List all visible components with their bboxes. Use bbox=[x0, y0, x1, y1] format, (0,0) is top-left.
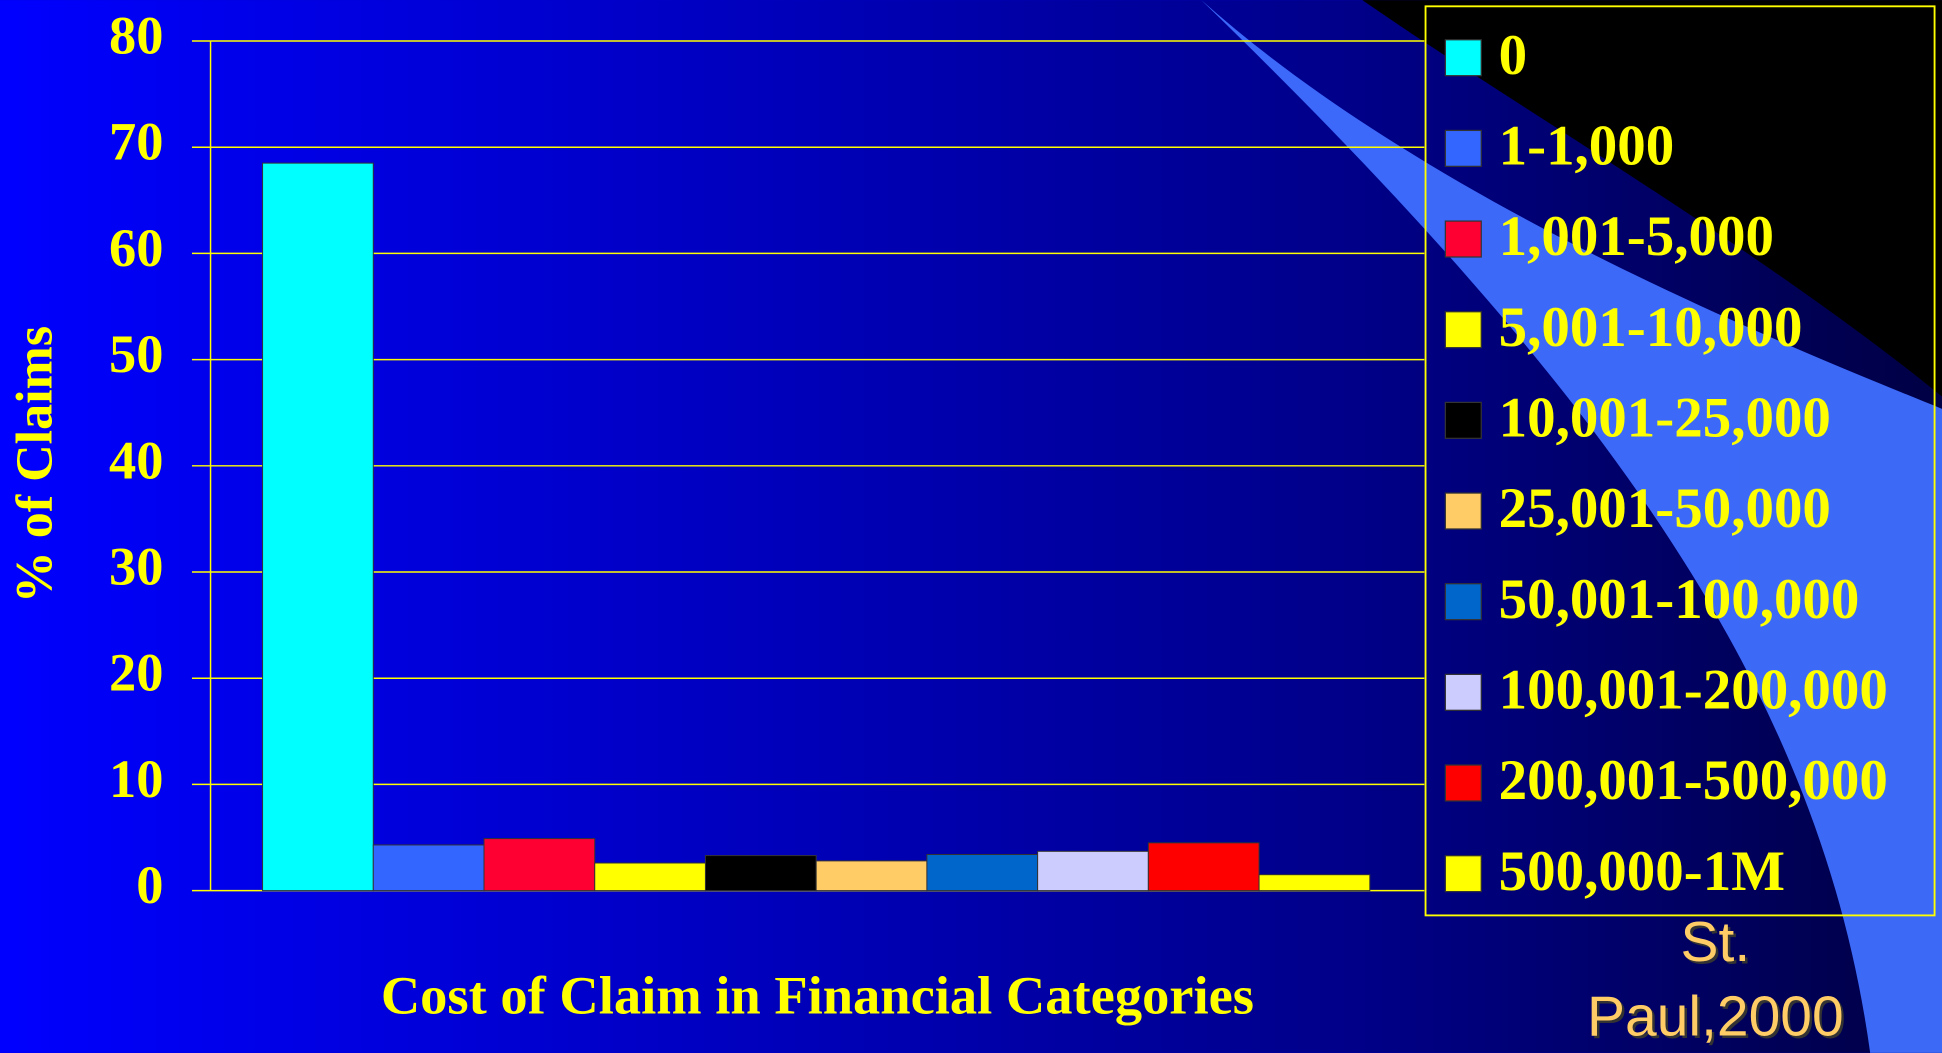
y-axis-label: % of Claims bbox=[7, 326, 64, 603]
y-tick-label: 70 bbox=[109, 111, 163, 172]
bar bbox=[704, 855, 817, 892]
bar bbox=[594, 862, 706, 892]
legend-swatch bbox=[1444, 129, 1482, 167]
legend-label: 200,001-500,000 bbox=[1499, 749, 1888, 812]
annotation: St. Paul,2000 bbox=[1587, 909, 1844, 1048]
y-tick-label: 80 bbox=[109, 5, 163, 66]
legend-label: 25,001-50,000 bbox=[1499, 477, 1831, 540]
legend-swatch bbox=[1444, 220, 1482, 258]
y-tick-label: 50 bbox=[109, 323, 163, 384]
corner-shade bbox=[1362, 0, 1942, 397]
legend-swatch bbox=[1444, 311, 1482, 349]
y-tick-label: 20 bbox=[109, 642, 163, 703]
plot-area: 0 10 20 30 40 50 60 70 80 0 1-1,000 1,001-5,000 5,00… bbox=[109, 5, 1888, 916]
legend-box bbox=[1424, 5, 1936, 917]
legend-swatch bbox=[1444, 583, 1482, 621]
legend-label: 1,001-5,000 bbox=[1499, 205, 1774, 268]
bar bbox=[262, 162, 374, 892]
legend-label: 5,001-10,000 bbox=[1499, 296, 1803, 359]
annotation-box: St. Paul,2000 bbox=[1587, 909, 1844, 1048]
bar bbox=[926, 854, 1039, 892]
bar bbox=[1147, 842, 1260, 892]
y-tick-label: 60 bbox=[109, 217, 163, 278]
bar bbox=[1258, 874, 1371, 892]
x-axis-label: Cost of Claim in Financial Categories bbox=[381, 964, 1254, 1025]
legend-swatch bbox=[1444, 39, 1482, 77]
bar bbox=[815, 860, 928, 892]
legend-swatch bbox=[1444, 764, 1482, 802]
legend-label: 10,001-25,000 bbox=[1499, 387, 1831, 450]
y-tick-label: 30 bbox=[109, 536, 163, 597]
swoosh bbox=[1201, 0, 1942, 1053]
legend-label: 500,000-1M bbox=[1499, 840, 1785, 903]
legend-swatch bbox=[1444, 673, 1482, 711]
legend-swatch bbox=[1444, 855, 1482, 893]
y-tick-label: 0 bbox=[136, 854, 163, 915]
legend-swatch bbox=[1444, 401, 1482, 439]
bar bbox=[483, 838, 596, 892]
bar bbox=[372, 844, 485, 892]
legend-label: 1-1,000 bbox=[1499, 115, 1675, 178]
y-tick-label: 40 bbox=[109, 429, 163, 490]
y-tick-label: 10 bbox=[109, 748, 163, 809]
legend-label: 100,001-200,000 bbox=[1499, 659, 1888, 722]
legend-swatch bbox=[1444, 492, 1482, 530]
legend-label: 50,001-100,000 bbox=[1499, 568, 1860, 631]
legend-label: 0 bbox=[1499, 24, 1527, 87]
bar bbox=[1037, 850, 1149, 892]
